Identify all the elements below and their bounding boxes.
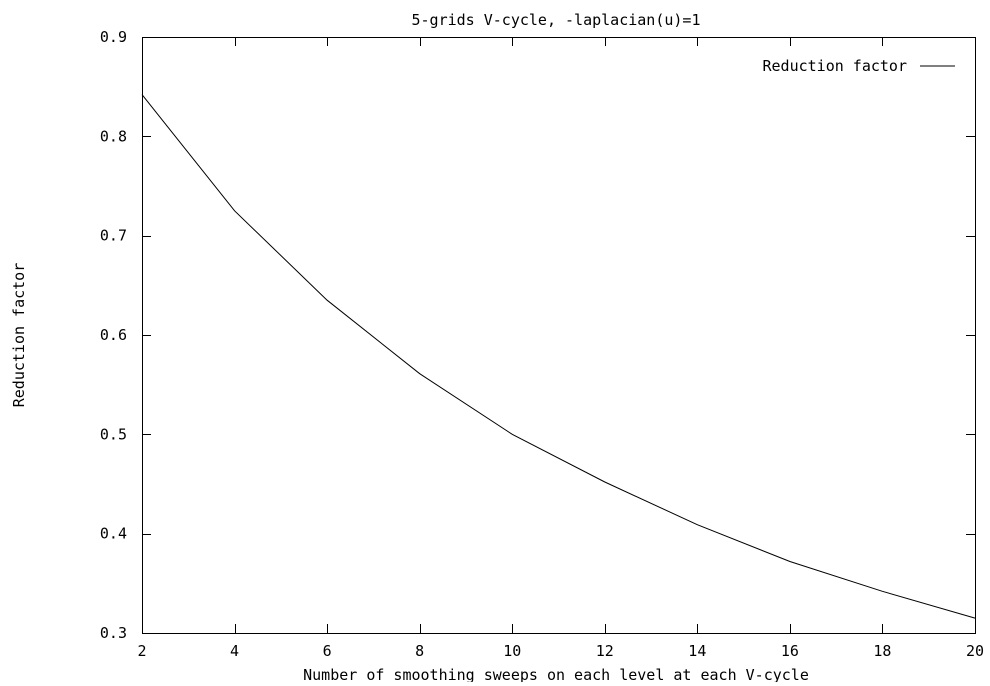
x-tick-label: 20 <box>966 642 984 660</box>
legend: Reduction factor <box>763 57 955 75</box>
x-tick-label: 16 <box>781 642 799 660</box>
x-tick-label: 10 <box>503 642 521 660</box>
y-axis: 0.3 0.4 0.5 0.6 0.7 0.8 0.9 <box>100 28 975 642</box>
y-axis-label: Reduction factor <box>10 263 28 408</box>
y-tick-label: 0.6 <box>100 326 127 344</box>
x-tick-label: 12 <box>596 642 614 660</box>
y-tick-label: 0.3 <box>100 624 127 642</box>
x-tick-label: 6 <box>323 642 332 660</box>
y-tick-label: 0.7 <box>100 227 127 245</box>
x-tick-label: 18 <box>873 642 891 660</box>
x-tick-label: 4 <box>230 642 239 660</box>
chart-title: 5-grids V-cycle, -laplacian(u)=1 <box>412 11 701 29</box>
y-tick-label: 0.5 <box>100 425 127 443</box>
series-line-reduction-factor <box>141 94 976 619</box>
y-tick-label: 0.8 <box>100 127 127 145</box>
x-tick-label: 2 <box>137 642 146 660</box>
y-tick-label: 0.4 <box>100 525 127 543</box>
series-layer <box>141 94 976 619</box>
x-axis: 2 4 6 8 10 12 14 16 18 20 <box>137 37 984 660</box>
x-tick-label: 14 <box>688 642 706 660</box>
x-axis-label: Number of smoothing sweeps on each level… <box>303 666 809 682</box>
x-tick-label: 8 <box>415 642 424 660</box>
y-tick-label: 0.9 <box>100 28 127 46</box>
plot-frame <box>142 37 976 634</box>
legend-label: Reduction factor <box>763 57 908 75</box>
